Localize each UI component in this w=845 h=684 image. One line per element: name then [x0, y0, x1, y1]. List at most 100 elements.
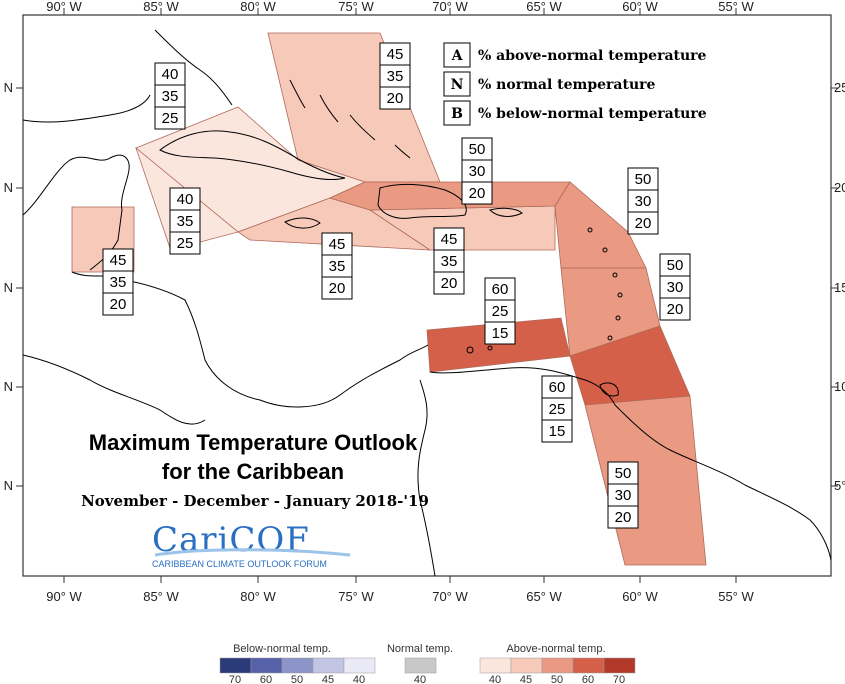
scale-value: 50	[291, 674, 303, 684]
lon-label: 75° W	[338, 589, 374, 604]
key-letter: A	[451, 48, 464, 64]
lon-label: 55° W	[718, 0, 754, 14]
caricof-logo: CariCOF CARIBBEAN CLIMATE OUTLOOK FORUM	[152, 520, 351, 569]
prob-value-n: 30	[469, 163, 486, 180]
prob-value-a: 50	[615, 465, 632, 482]
probability-box-abc-islands: 60 25 15	[484, 277, 516, 345]
island-cuba	[159, 130, 346, 181]
prob-cell	[607, 505, 639, 529]
map-title: Maximum Temperature Outlook for the Cari…	[81, 430, 429, 510]
prob-value-n: 35	[177, 213, 194, 230]
probability-box-windward-islands: 50 30 20	[659, 253, 691, 321]
lon-label: 70° W	[432, 0, 468, 14]
prob-value-b: 20	[635, 215, 652, 232]
region-hispaniola	[328, 181, 571, 211]
color-scale-legend: Below-normal temp. Normal temp. Above-no…	[219, 643, 636, 684]
lon-label: 90° W	[46, 589, 82, 604]
lon-labels-bottom: 90° W 85° W 80° W 75° W 70° W 65° W 60° …	[46, 589, 754, 604]
scale-normal-swatches: 40	[404, 657, 437, 684]
scale-value: 40	[489, 674, 501, 684]
lat-labels-right: 25 20 15 10 5°	[834, 80, 845, 493]
prob-value-b: 25	[162, 110, 179, 127]
logo-tagline: CARIBBEAN CLIMATE OUTLOOK FORUM	[152, 559, 327, 569]
scale-above-label: Above-normal temp.	[506, 643, 605, 655]
island-dot	[607, 335, 613, 341]
key-box-n	[443, 71, 471, 97]
prob-cell	[169, 231, 201, 255]
island-jamaica	[284, 217, 321, 229]
scale-value: 45	[520, 674, 532, 684]
probability-labels: 45 35 20 40 35 25 40 35 25 45 35 20 45 35 20 45 35 20 50 30…	[102, 42, 691, 529]
island-bahamas-4	[394, 144, 411, 159]
prob-cell	[541, 419, 573, 443]
prob-value-b: 25	[177, 235, 194, 252]
prob-value-n: 35	[162, 88, 179, 105]
lat-label: 25	[834, 80, 845, 95]
probability-box-leeward-islands: 50 30 20	[627, 167, 659, 235]
key-description: % below-normal temperature	[478, 106, 707, 122]
scale-value: 50	[551, 674, 563, 684]
key-letter: B	[451, 106, 463, 122]
scale-value: 60	[260, 674, 272, 684]
lat-label: 20	[834, 180, 845, 195]
lon-label: 90° W	[46, 0, 82, 14]
scale-value: 40	[414, 674, 426, 684]
key-description: % normal temperature	[478, 77, 655, 93]
prob-value-b: 20	[469, 185, 486, 202]
probability-box-puerto-rico: 45 35 20	[433, 227, 465, 295]
prob-value-n: 35	[110, 274, 127, 291]
lat-label: 15	[834, 280, 845, 295]
lon-label: 60° W	[622, 589, 658, 604]
prob-value-b: 20	[441, 275, 458, 292]
probability-box-bahamas: 45 35 20	[379, 42, 411, 110]
prob-cell	[659, 297, 691, 321]
scale-value: 70	[613, 674, 625, 684]
scale-value: 45	[322, 674, 334, 684]
lat-label: 10	[834, 379, 845, 394]
coast-venezuela	[429, 367, 616, 406]
prob-value-b: 15	[492, 325, 509, 342]
probability-box-cuba: 40 35 25	[154, 62, 186, 130]
prob-value-b: 20	[615, 509, 632, 526]
scale-value: 70	[229, 674, 241, 684]
scale-swatch	[603, 657, 636, 674]
coast-colombia	[417, 379, 436, 577]
prob-cell	[102, 292, 134, 316]
island-dot	[612, 272, 618, 278]
coast-pacific	[22, 354, 206, 425]
prob-value-b: 20	[387, 90, 404, 107]
prob-value-a: 45	[441, 231, 458, 248]
key-box-b	[443, 100, 471, 126]
lon-label: 85° W	[143, 589, 179, 604]
title-season: November - December - January 2018-'19	[81, 492, 429, 510]
region-leeward-islands	[554, 181, 647, 269]
island-hispaniola	[377, 183, 467, 219]
prob-value-b: 20	[329, 280, 346, 297]
probability-box-trinidad: 60 25 15	[541, 375, 573, 443]
prob-value-a: 50	[667, 257, 684, 274]
prob-value-n: 25	[549, 401, 566, 418]
scale-swatch	[312, 657, 345, 674]
lon-ticks	[16, 8, 838, 583]
island-dot	[602, 247, 608, 253]
lon-label: 70° W	[432, 589, 468, 604]
title-line-1: Maximum Temperature Outlook	[89, 430, 418, 455]
prob-value-n: 25	[492, 303, 509, 320]
coast-central-america	[71, 271, 429, 408]
prob-value-n: 35	[387, 68, 404, 85]
prob-value-n: 30	[635, 193, 652, 210]
lon-label: 80° W	[240, 0, 276, 14]
probability-box-cayman-jamaica: 40 35 25	[169, 187, 201, 255]
island-bahamas-1	[289, 79, 306, 109]
lon-label: 55° W	[718, 589, 754, 604]
island-dot	[487, 345, 493, 351]
scale-above-swatches: 40 45 50 60 70	[479, 657, 636, 684]
lat-label: N	[4, 379, 13, 394]
probability-box-belize: 45 35 20	[102, 248, 134, 316]
prob-value-b: 20	[110, 296, 127, 313]
scale-value: 40	[353, 674, 365, 684]
scale-normal-label: Normal temp.	[387, 643, 453, 655]
prob-value-a: 45	[387, 46, 404, 63]
coastlines	[22, 29, 832, 577]
